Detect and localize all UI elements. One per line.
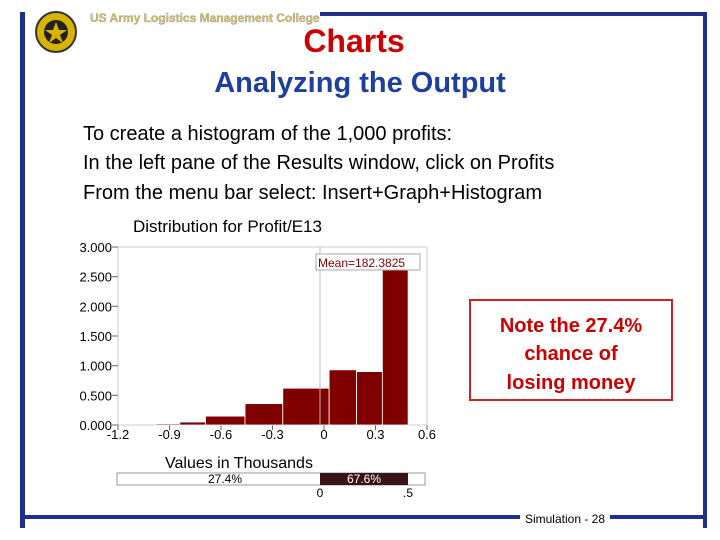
body-line: To create a histogram of the 1,000 profi… <box>83 123 452 145</box>
body-line: From the menu bar select: Insert+Graph+H… <box>83 182 542 204</box>
x-tick-label: -1.2 <box>107 427 129 442</box>
body-line: In the left pane of the Results window, … <box>83 152 554 174</box>
delimiter-left-value: 0 <box>317 486 324 500</box>
histogram-bar <box>244 403 284 426</box>
footer-box <box>520 509 610 527</box>
x-tick-label: 0.6 <box>418 427 436 442</box>
delimiter-right-value: .5 <box>403 486 413 500</box>
note-line: losing money <box>507 372 637 394</box>
x-tick-label: 0 <box>320 427 327 442</box>
delimiter-left-pct: 27.4% <box>208 472 242 486</box>
y-tick-label: 0.500 <box>79 388 112 403</box>
y-tick-label: 0.000 <box>79 418 112 433</box>
histogram-bar <box>356 371 383 426</box>
histogram-bar <box>328 369 358 426</box>
x-tick-label: -0.6 <box>210 427 232 442</box>
right-border <box>703 12 707 528</box>
college-name: US Army Logistics Management College <box>90 11 320 25</box>
note-box <box>469 299 673 401</box>
x-tick-label: -0.3 <box>261 427 283 442</box>
annotation: Mean=182.3825 <box>318 256 405 270</box>
y-tick-label: 3.000 <box>79 240 112 255</box>
x-tick-label: 0.3 <box>366 427 384 442</box>
delimiter-middle-pct: 67.6% <box>347 472 381 486</box>
top-border <box>320 12 706 16</box>
logo <box>35 11 77 53</box>
y-tick-label: 1.500 <box>79 329 112 344</box>
x-tick-label: -0.9 <box>158 427 180 442</box>
note-line: chance of <box>524 343 618 365</box>
page-number: Simulation - 28 <box>525 512 605 526</box>
bottom-border <box>20 515 707 519</box>
y-tick-label: 2.500 <box>79 270 112 285</box>
slide-subtitle: Analyzing the Output <box>214 67 506 99</box>
histogram-bar <box>179 421 206 426</box>
delimiter-middle <box>320 473 408 485</box>
histogram-bar <box>205 415 246 426</box>
annotation-box <box>315 253 421 271</box>
histogram: 0.000 0.500 1.000 1.500 2.000 2.500 3.000 -1.2 -… <box>79 240 436 500</box>
histogram-bar <box>155 423 181 426</box>
y-tick-label: 2.000 <box>79 299 112 314</box>
chart-title: Distribution for Profit/E13 <box>133 217 322 236</box>
y-tick-label: 1.000 <box>79 359 112 374</box>
histogram-bar <box>381 267 409 426</box>
slide-title: Charts <box>303 23 404 59</box>
x-axis-label: Values in Thousands <box>165 455 313 472</box>
histogram-bar <box>282 387 330 426</box>
note-line: Note the 27.4% <box>500 315 642 337</box>
left-border <box>20 12 25 528</box>
